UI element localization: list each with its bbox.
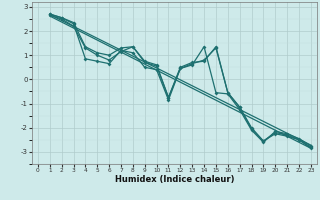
X-axis label: Humidex (Indice chaleur): Humidex (Indice chaleur) bbox=[115, 175, 234, 184]
